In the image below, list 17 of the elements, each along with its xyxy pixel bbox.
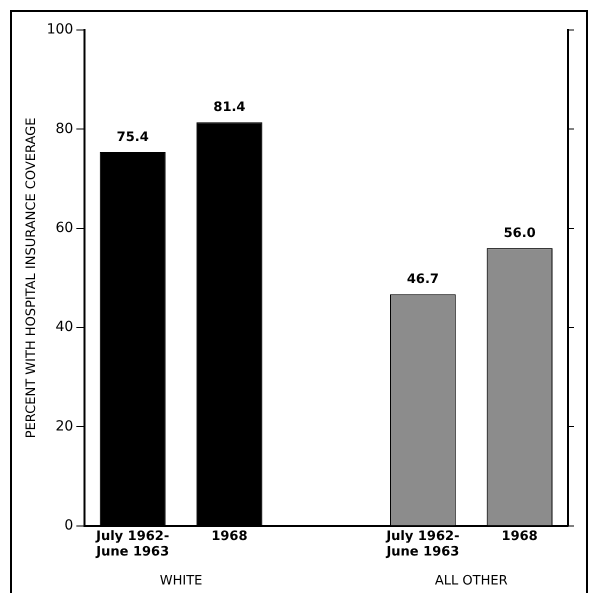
data-label: 46.7 — [406, 272, 439, 288]
text: WHITE — [160, 573, 202, 588]
data-label: 75.4 — [116, 130, 149, 145]
text: ALL OTHER — [434, 573, 508, 588]
x-tick-label: July 1962- June 1963 — [385, 528, 460, 560]
x-tick-label: 1968 — [211, 528, 248, 544]
y-axis-title: PERCENT WITH HOSPITAL INSURANCE COVERAGE — [24, 118, 40, 438]
y-tick-label: 100 — [46, 22, 74, 38]
data-label: 81.4 — [213, 100, 246, 116]
x-tick-label: 1968 — [502, 528, 538, 544]
y-tick-label: 60 — [55, 220, 74, 236]
y-tick-label: 80 — [55, 120, 74, 137]
y-tick-label: 40 — [55, 319, 74, 336]
y-tick-label: 0 — [64, 517, 74, 534]
x-tick-label: July 1962- June 1963 — [95, 528, 170, 560]
data-label: 56.0 — [504, 226, 536, 242]
y-tick-label: 20 — [55, 418, 74, 434]
